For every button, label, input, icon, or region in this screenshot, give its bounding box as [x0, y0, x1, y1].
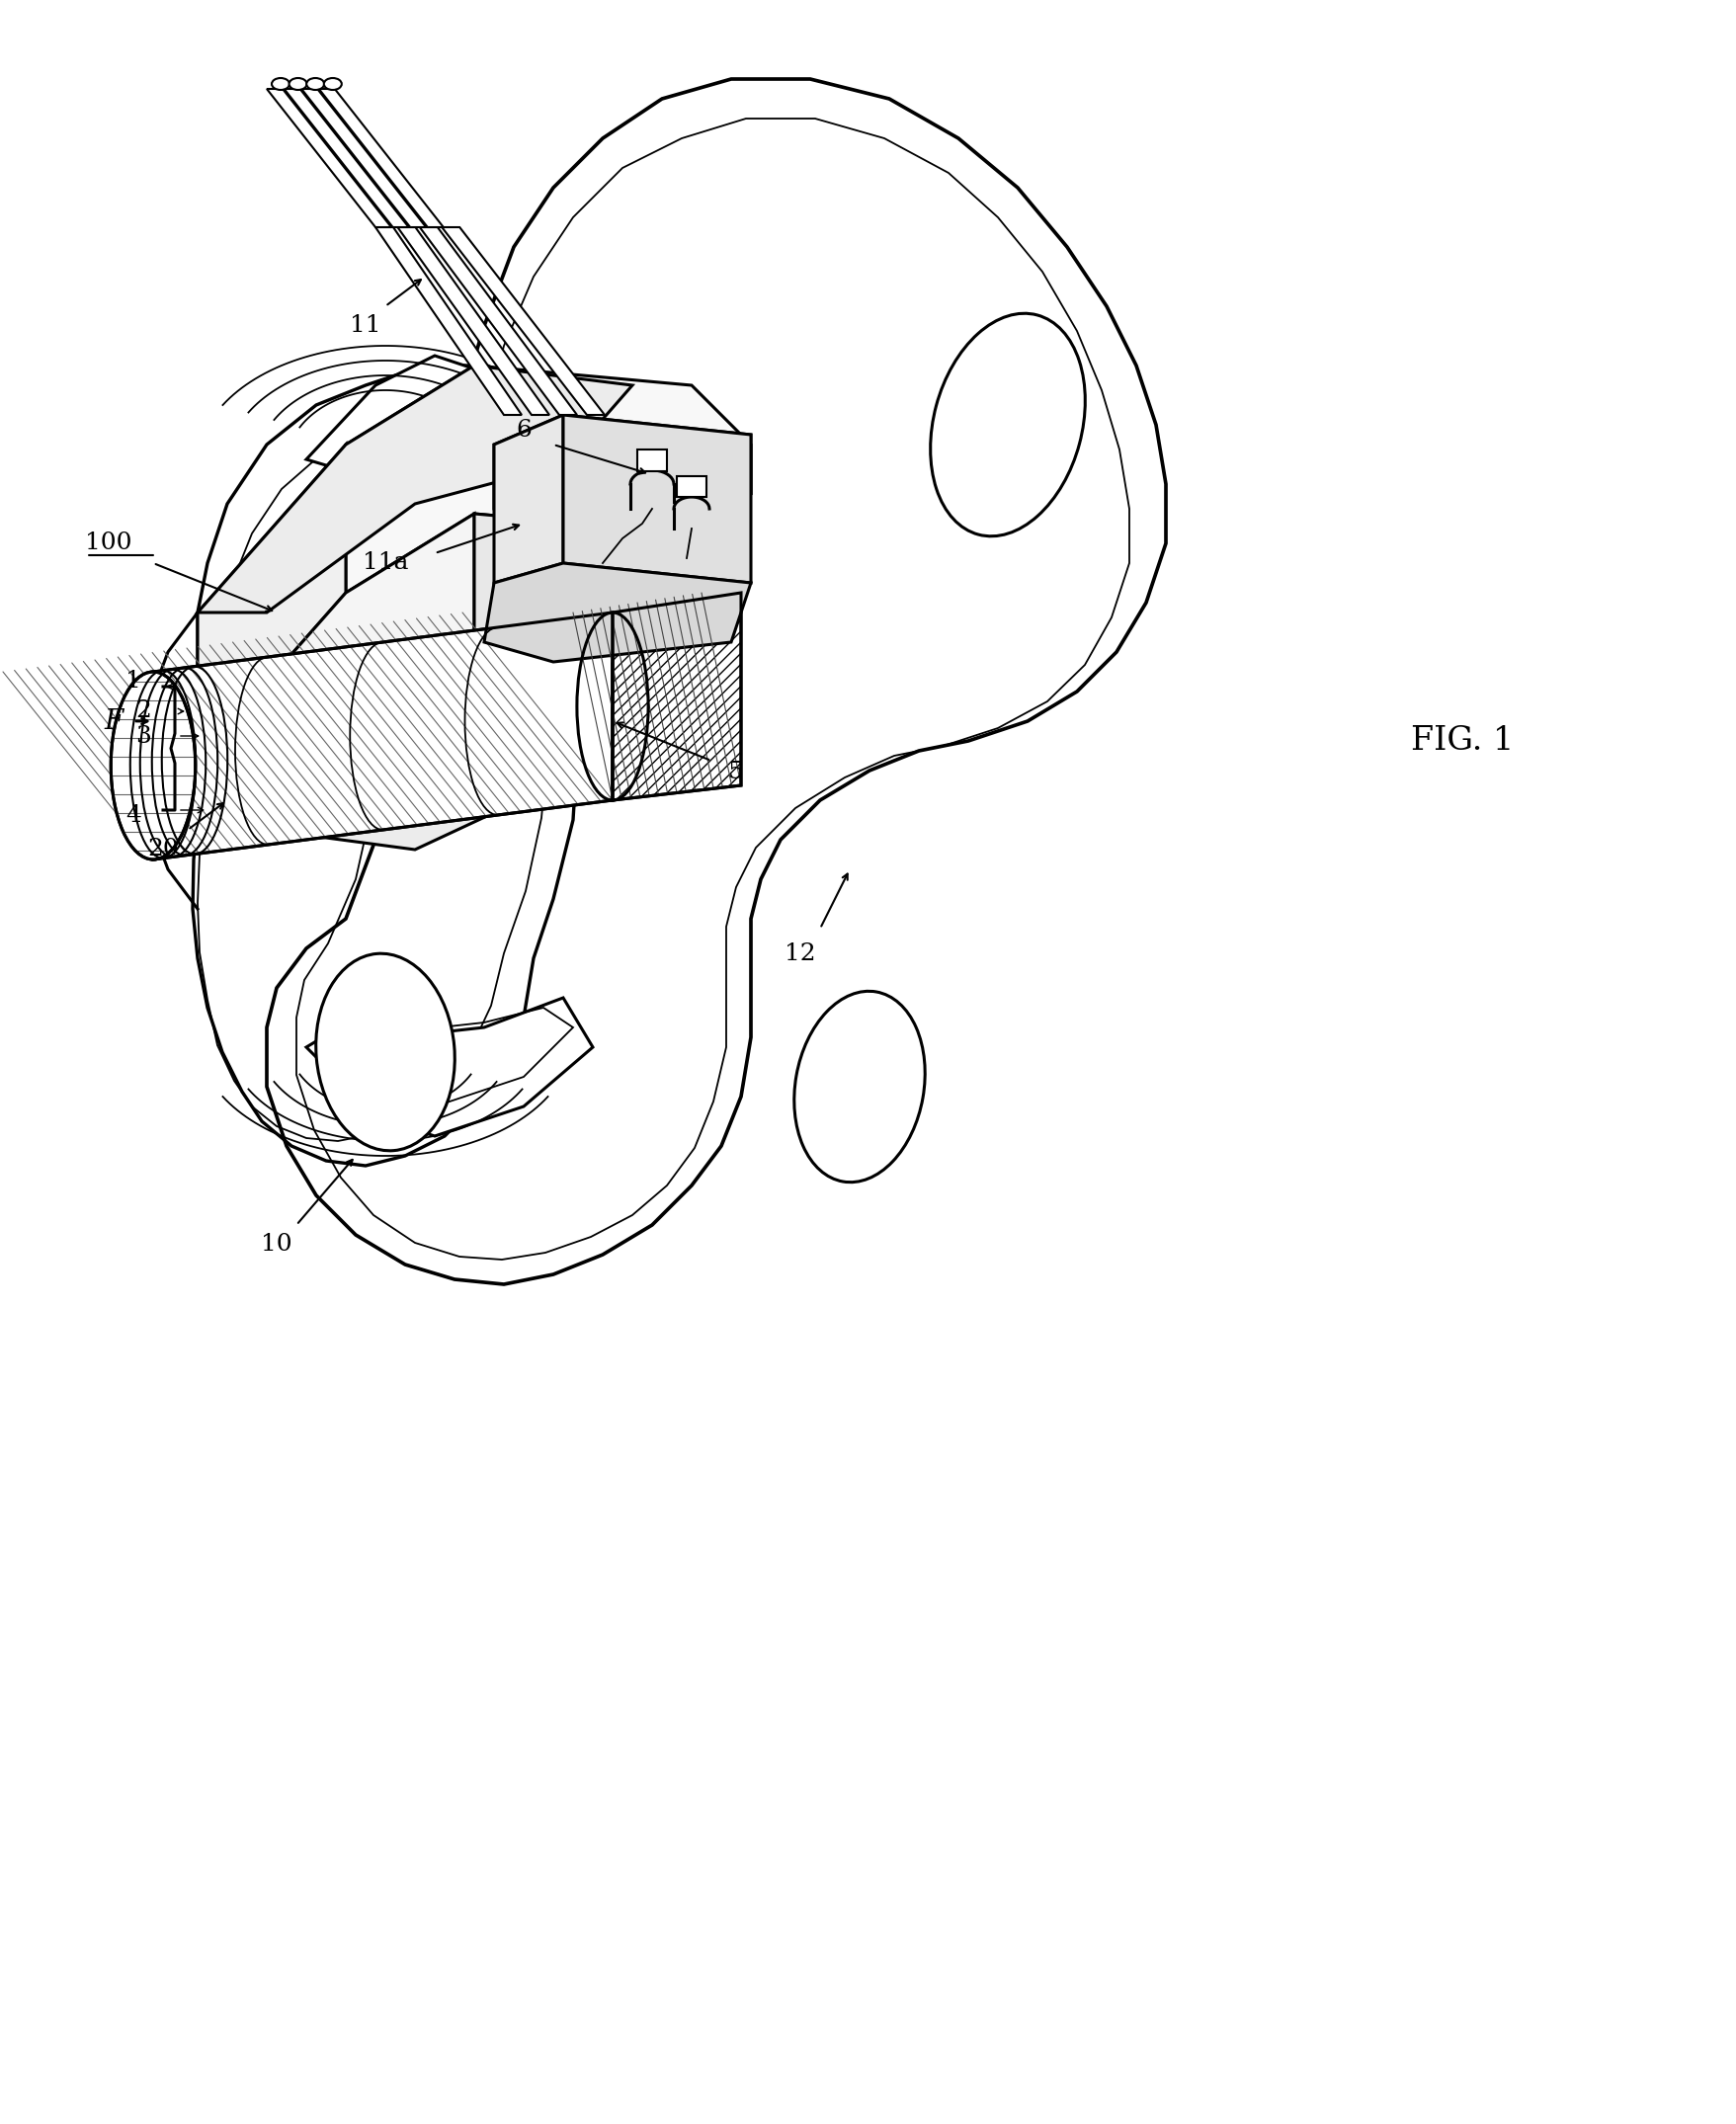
Text: F: F — [104, 707, 123, 735]
Text: 6: 6 — [516, 418, 531, 442]
Polygon shape — [474, 514, 691, 682]
Polygon shape — [484, 563, 752, 663]
Text: 3: 3 — [135, 724, 151, 748]
Polygon shape — [345, 365, 752, 593]
Polygon shape — [562, 414, 752, 582]
Polygon shape — [153, 612, 613, 860]
Ellipse shape — [793, 992, 925, 1183]
Text: 12: 12 — [785, 941, 816, 964]
Text: 2: 2 — [135, 701, 151, 722]
Text: 100: 100 — [85, 531, 132, 554]
Ellipse shape — [325, 79, 342, 89]
Ellipse shape — [307, 79, 325, 89]
Polygon shape — [198, 514, 474, 760]
Text: 11a: 11a — [363, 552, 408, 573]
Text: 20: 20 — [148, 839, 179, 860]
Ellipse shape — [111, 671, 196, 860]
Text: 11: 11 — [351, 314, 382, 338]
Polygon shape — [677, 476, 707, 497]
Text: 10: 10 — [260, 1234, 292, 1255]
Ellipse shape — [290, 79, 307, 89]
Polygon shape — [198, 663, 632, 850]
Ellipse shape — [273, 79, 290, 89]
Polygon shape — [613, 593, 741, 801]
Polygon shape — [495, 414, 752, 529]
Polygon shape — [302, 89, 425, 227]
Text: 5: 5 — [729, 760, 745, 784]
Polygon shape — [153, 612, 613, 860]
Polygon shape — [198, 365, 632, 612]
Text: FIG. 1: FIG. 1 — [1411, 724, 1514, 756]
Polygon shape — [420, 227, 576, 414]
Polygon shape — [319, 89, 443, 227]
Polygon shape — [495, 414, 562, 582]
Ellipse shape — [316, 954, 455, 1151]
Text: 1: 1 — [125, 671, 141, 692]
Polygon shape — [306, 998, 592, 1136]
Polygon shape — [637, 450, 667, 472]
Polygon shape — [285, 89, 408, 227]
Polygon shape — [306, 355, 592, 495]
Polygon shape — [398, 227, 549, 414]
Polygon shape — [443, 227, 604, 414]
Polygon shape — [267, 89, 391, 227]
Ellipse shape — [930, 314, 1085, 535]
Polygon shape — [267, 79, 1167, 1285]
Polygon shape — [375, 227, 523, 414]
Text: 4: 4 — [125, 803, 141, 826]
Polygon shape — [198, 444, 345, 760]
